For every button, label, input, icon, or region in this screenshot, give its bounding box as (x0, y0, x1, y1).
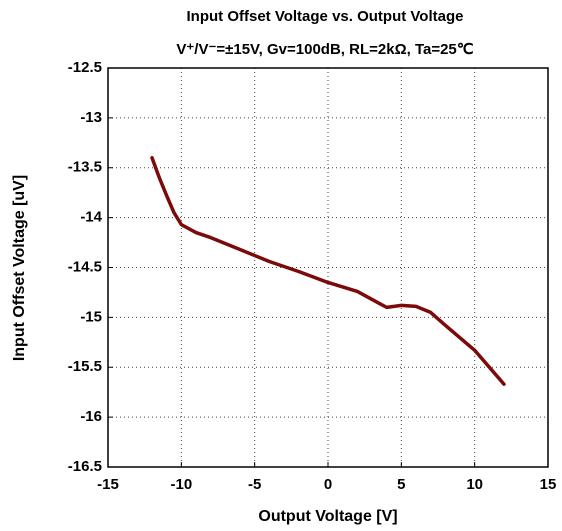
y-tick-label: -15 (80, 308, 102, 325)
y-tick-label: -16.5 (68, 458, 102, 475)
x-tick-label: 15 (540, 476, 557, 493)
y-tick-label: -16 (80, 408, 102, 425)
y-tick-label: -13 (80, 109, 102, 126)
plot-frame (107, 67, 549, 468)
chart-subtitle: V⁺/V⁻=±15V, Gv=100dB, RL=2kΩ, Ta=25℃ (176, 41, 473, 58)
data-line (150, 156, 506, 386)
y-tick-label: -14.5 (68, 258, 102, 275)
y-tick-label: -12.5 (68, 59, 102, 76)
x-tick-label: -15 (97, 476, 119, 493)
y-tick-label: -13.5 (68, 159, 102, 176)
y-tick-label: -15.5 (68, 358, 102, 375)
x-tick-label: -10 (170, 476, 192, 493)
x-tick-label: 10 (466, 476, 483, 493)
x-axis-label: Output Voltage [V] (258, 508, 397, 525)
x-tick-label: 0 (324, 476, 332, 493)
x-tick-label: 5 (397, 476, 405, 493)
y-axis-label: Input Offset Voltage [uV] (11, 175, 28, 361)
chart-title: Input Offset Voltage vs. Output Voltage (187, 8, 464, 25)
x-tick-label: -5 (248, 476, 261, 493)
y-tick-label: -14 (80, 209, 102, 226)
